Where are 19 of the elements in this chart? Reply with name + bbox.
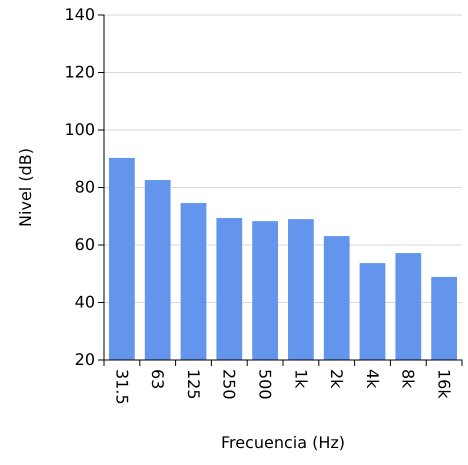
x-axis-title: Frecuencia (Hz)	[220, 433, 346, 452]
x-tick-label: 1k	[291, 369, 310, 390]
x-tick-label: 125	[184, 369, 203, 400]
y-tick-label: 20	[74, 350, 95, 370]
x-tick-label: 8k	[398, 369, 418, 390]
y-tick-label: 120	[64, 62, 95, 82]
y-tick-label: 80	[74, 178, 95, 197]
y-tick-label: 140	[64, 5, 95, 24]
x-tick-label: 250	[220, 369, 239, 400]
x-tick-label: 63	[148, 369, 168, 390]
x-tick-label: 500	[256, 369, 274, 400]
y-tick-label: 100	[64, 120, 95, 140]
y-axis-title: Nivel (dB)	[16, 148, 35, 227]
x-tick-label: 31.5	[112, 369, 132, 405]
x-tick-label: 2k	[327, 369, 346, 390]
y-tick-label: 60	[74, 235, 95, 254]
y-tick-label: 40	[74, 292, 95, 312]
x-tick-label: 16k	[434, 369, 454, 400]
x-tick-label: 4k	[362, 369, 382, 390]
